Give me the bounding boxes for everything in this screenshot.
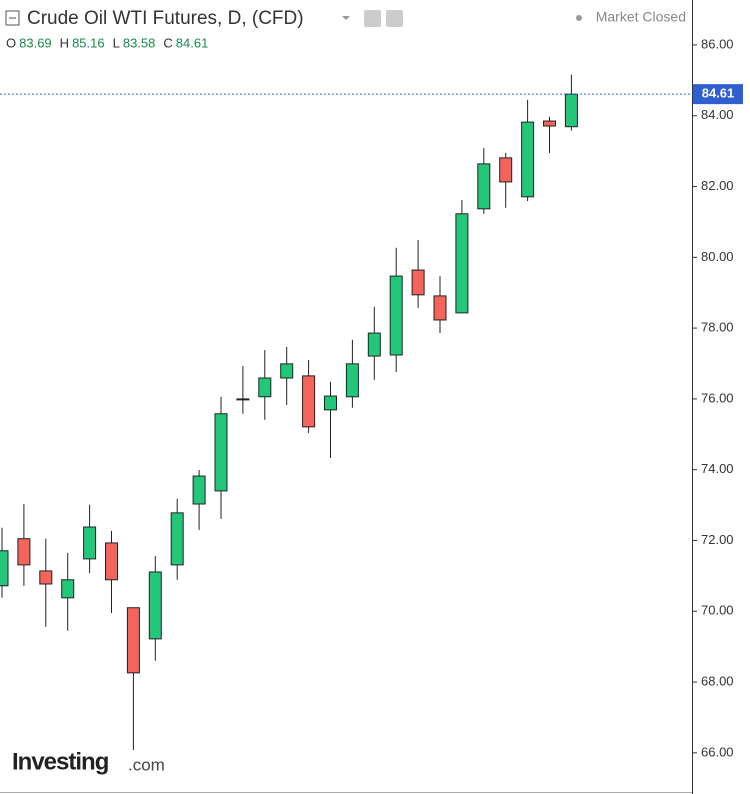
y-tick-label: 84.00: [701, 107, 734, 122]
settings-icon[interactable]: [386, 10, 403, 27]
candle-body: [521, 121, 535, 198]
candle-body: [324, 395, 337, 411]
settings-icon[interactable]: [364, 10, 381, 27]
candle-body: [543, 120, 556, 127]
y-tick-label: 80.00: [701, 249, 734, 264]
candle-body: [170, 512, 184, 566]
logo: Investing .com: [12, 748, 165, 775]
candle-body: [564, 93, 578, 128]
candle-body: [302, 375, 316, 428]
candle-body: [83, 526, 97, 560]
ohlc-value: 83.69: [19, 35, 52, 50]
candle-body: [411, 269, 425, 296]
candle-body: [389, 275, 403, 356]
y-tick-label: 70.00: [701, 603, 734, 618]
y-tick-label: 72.00: [701, 532, 734, 547]
candle-body: [17, 538, 31, 566]
candle-body: [433, 295, 447, 321]
y-tick-label: 78.00: [701, 320, 734, 335]
candle-body: [477, 163, 491, 210]
candle-body: [455, 213, 469, 314]
ohlc-value: 83.58: [123, 35, 156, 50]
candle-body: [148, 571, 162, 640]
market-status: Market Closed: [596, 9, 686, 25]
candle-body: [499, 157, 513, 183]
price-label: 84.61: [702, 86, 735, 101]
candle-body: [280, 363, 294, 379]
y-tick-label: 66.00: [701, 744, 734, 759]
dropdown-icon[interactable]: [342, 16, 350, 20]
ohlc-label: L: [113, 35, 120, 50]
ohlc-label: H: [60, 35, 69, 50]
y-tick-label: 68.00: [701, 673, 734, 688]
candle-body: [61, 579, 75, 599]
candle-body: [236, 398, 250, 401]
candle-body: [367, 332, 381, 357]
ohlc-label: O: [6, 35, 16, 50]
candle-body: [0, 550, 9, 587]
y-tick-label: 82.00: [701, 178, 734, 193]
ohlc-value: 85.16: [72, 35, 105, 50]
logo-text: Investing: [12, 748, 109, 775]
ohlc-legend: O 83.69 H 85.16 L 83.58 C 84.61: [6, 35, 208, 50]
status-dot: [576, 15, 582, 21]
ohlc-label: C: [163, 35, 172, 50]
candle-body: [126, 607, 140, 674]
candle-body: [39, 570, 53, 585]
y-tick-label: 76.00: [701, 390, 734, 405]
candle-body: [192, 475, 206, 505]
candle-body: [258, 377, 272, 398]
ohlc-value: 84.61: [176, 35, 209, 50]
y-tick-label: 74.00: [701, 461, 734, 476]
chart-title: Crude Oil WTI Futures, D, (CFD): [27, 8, 304, 29]
price-label-box: [693, 84, 743, 105]
candle-body: [345, 363, 359, 398]
y-tick-label: 86.00: [701, 36, 734, 51]
collapse-icon[interactable]: [5, 10, 20, 26]
logo-suffix: .com: [128, 755, 165, 774]
candle-body: [105, 542, 118, 581]
candle-body: [214, 413, 228, 492]
